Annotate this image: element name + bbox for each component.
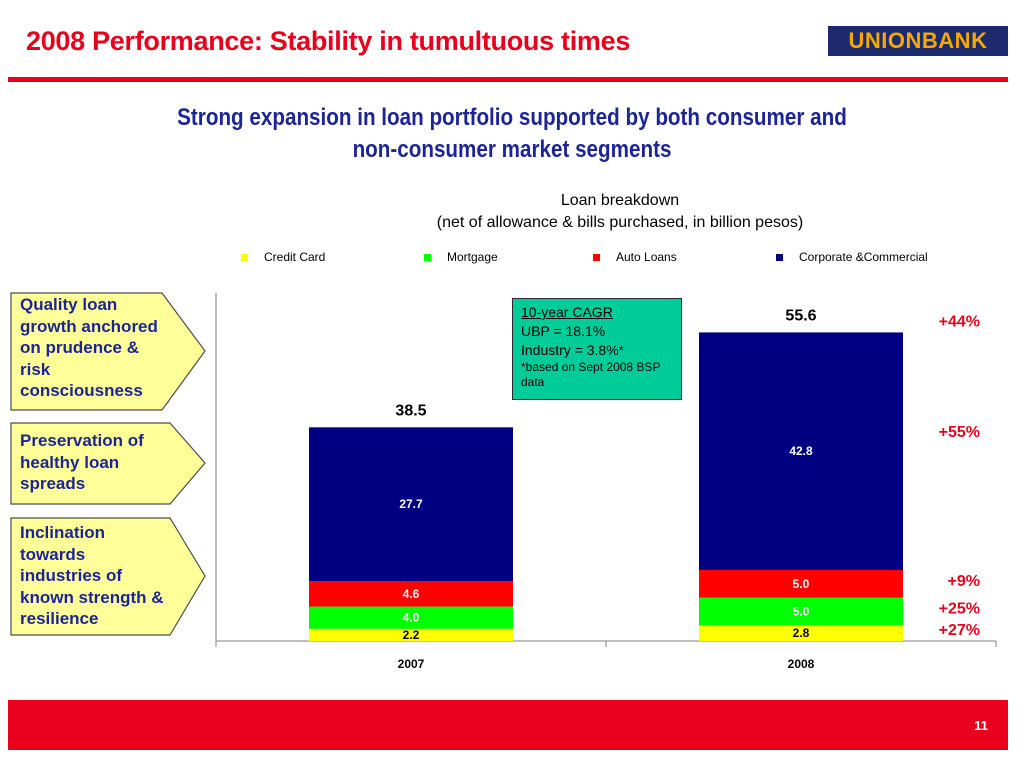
- logo-text: UNIONBANK: [848, 28, 988, 53]
- legend-swatch-corporate-commercial: [776, 253, 783, 261]
- bar-mortgage-2007: [309, 606, 513, 629]
- subtitle-line-1: Strong expansion in loan portfolio suppo…: [177, 104, 847, 131]
- data-label: 4.6: [403, 587, 420, 601]
- chart-legend: Credit Card Mortgage Auto Loans Corporat…: [0, 250, 1024, 266]
- bar-corporate-commercial-2008: [699, 332, 903, 570]
- bar-auto-loans-2007: [309, 581, 513, 607]
- legend-label-credit-card: Credit Card: [264, 250, 326, 264]
- data-label: 5.0: [793, 577, 810, 591]
- growth-label: +55%: [939, 424, 980, 441]
- page-number: 11: [974, 718, 988, 733]
- cagr-ubp: UBP = 18.1%: [521, 323, 606, 339]
- growth-label: +44%: [939, 313, 980, 330]
- chart-subtitle: (net of allowance & bills purchased, in …: [436, 214, 804, 231]
- legend-swatch-auto-loans: [593, 253, 600, 261]
- callout-loan-spreads: Preservation of healthy loan spreads: [10, 422, 206, 506]
- data-label: 42.8: [789, 444, 813, 458]
- callout-arrow-shape: [10, 422, 206, 505]
- footer-bar: 11: [8, 700, 1008, 750]
- growth-label: +9%: [948, 573, 980, 590]
- legend-swatch-mortgage: [424, 253, 431, 261]
- callout-text: Quality loan growth anchored on prudence…: [20, 295, 158, 400]
- growth-label: +25%: [939, 601, 980, 618]
- cagr-industry: Industry = 3.8%*: [521, 342, 625, 358]
- legend-item-auto-loans: Auto Loans: [593, 250, 677, 264]
- slide-title: 2008 Performance: Stability in tumultuou…: [26, 26, 631, 56]
- bar-credit-card-2007: [309, 628, 513, 641]
- x-tick-label-2008: 2008: [788, 657, 815, 671]
- legend-item-mortgage: Mortgage: [424, 250, 498, 264]
- chart-title-block: Loan breakdown (net of allowance & bills…: [360, 190, 880, 234]
- legend-label-corporate-commercial: Corporate &Commercial: [799, 250, 928, 264]
- cagr-title: 10-year CAGR: [521, 304, 613, 320]
- legend-label-auto-loans: Auto Loans: [616, 250, 677, 264]
- legend-swatch-credit-card: [241, 253, 248, 261]
- callout-arrow-shape: [10, 292, 206, 411]
- total-label-2008: 55.6: [785, 307, 816, 324]
- stacked-bar-chart: 2.2 4.0 4.6 27.7 38.5 2007 2.8 5.0 5.0 42.8 55.6 20…: [215, 293, 997, 671]
- x-tick-label-2007: 2007: [398, 657, 425, 671]
- callout-industries: Inclination towards industries of known …: [10, 517, 206, 637]
- bar-corporate-commercial-2007: [309, 427, 513, 582]
- unionbank-logo: UNIONBANK: [828, 26, 1008, 56]
- callout-arrow-shape: [10, 517, 206, 636]
- total-label-2007: 38.5: [395, 402, 426, 419]
- slide-subtitle: Strong expansion in loan portfolio suppo…: [140, 102, 883, 166]
- bar-credit-card-2008: [699, 625, 903, 641]
- data-label: 2.8: [793, 626, 810, 640]
- legend-item-credit-card: Credit Card: [241, 250, 325, 264]
- callout-quality-loan-growth: Quality loan growth anchored on prudence…: [10, 292, 206, 412]
- title-divider: [8, 77, 1008, 82]
- data-label: 27.7: [399, 497, 423, 511]
- callout-text: Preservation of healthy loan spreads: [20, 431, 144, 493]
- callout-text: Inclination towards industries of known …: [20, 523, 164, 628]
- data-label: 5.0: [793, 605, 810, 619]
- data-label: 2.2: [403, 628, 420, 642]
- bar-mortgage-2008: [699, 597, 903, 626]
- cagr-box: 10-year CAGR UBP = 18.1% Industry = 3.8%…: [512, 298, 682, 400]
- data-label: 4.0: [403, 611, 420, 625]
- growth-label: +27%: [939, 622, 980, 639]
- chart-title: Loan breakdown: [560, 192, 680, 209]
- legend-label-mortgage: Mortgage: [447, 250, 498, 264]
- legend-item-corporate-commercial: Corporate &Commercial: [776, 250, 928, 264]
- subtitle-line-2: non-consumer market segments: [352, 136, 672, 163]
- bar-auto-loans-2008: [699, 569, 903, 598]
- cagr-note: *based on Sept 2008 BSP data: [521, 360, 661, 389]
